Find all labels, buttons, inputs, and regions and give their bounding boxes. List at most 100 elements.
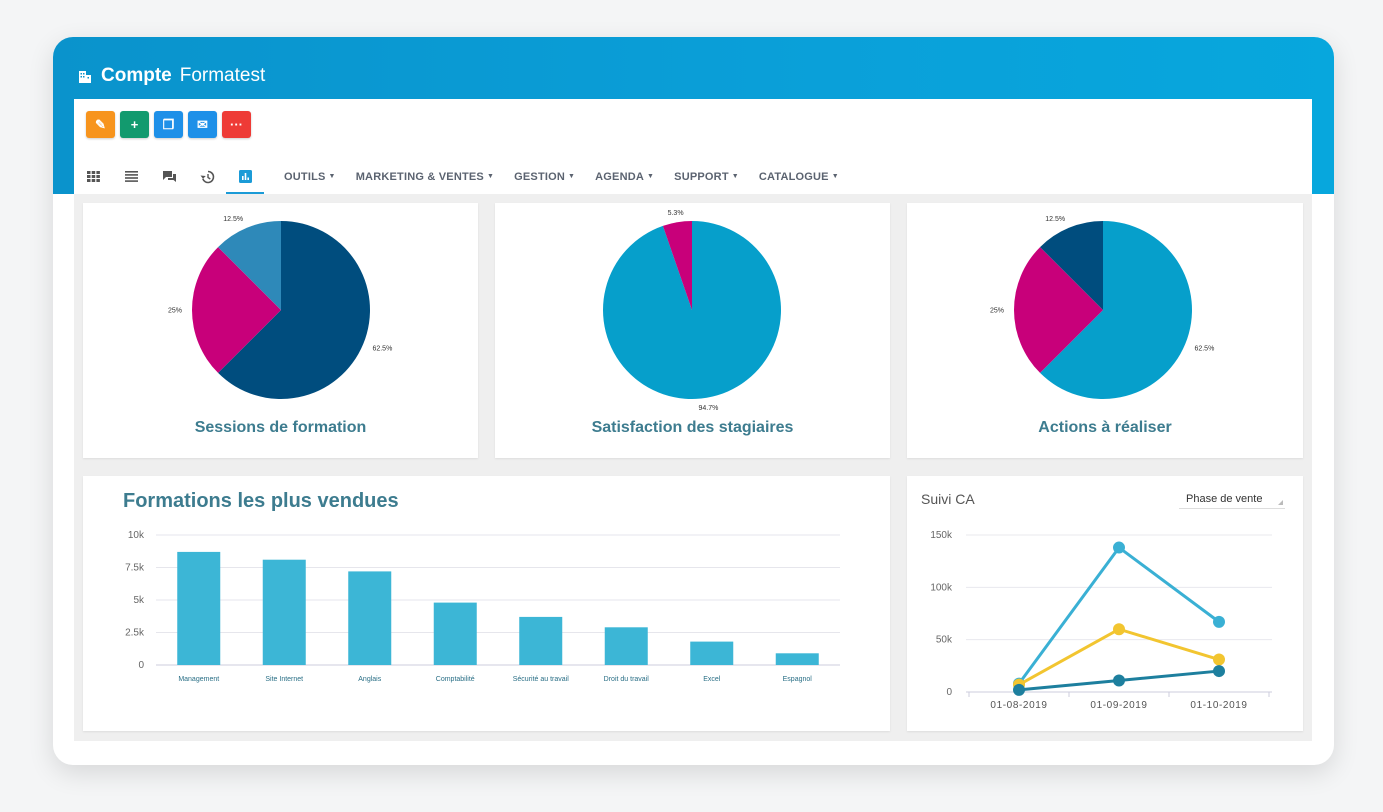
caret-down-icon: ▼	[731, 173, 739, 181]
nav-bar: OUTILS ▼ MARKETING & VENTES ▼ GESTION ▼ AGENDA…	[74, 159, 1312, 194]
envelope-icon: ✉	[197, 116, 208, 132]
email-button[interactable]: ✉	[188, 111, 217, 138]
x-tick-label: 01-09-2019	[1090, 700, 1147, 711]
data-point[interactable]	[1113, 674, 1125, 687]
action-buttons: ✎ + ❐ ✉ ···	[86, 111, 251, 138]
sessions-pie-chart: 62.5% 25% 12.5%	[168, 216, 392, 399]
pie-slice-label: 25%	[990, 308, 1004, 315]
x-tick-label: Comptabilité	[436, 676, 475, 683]
x-tick-label: Sécurité au travail	[513, 676, 569, 683]
pie-slice[interactable]	[1014, 247, 1103, 373]
data-point[interactable]	[1013, 683, 1025, 696]
caret-down-icon: ▼	[831, 173, 839, 181]
x-tick-label: Espagnol	[783, 676, 813, 683]
bar[interactable]	[519, 616, 563, 665]
bar[interactable]	[348, 571, 392, 665]
bar[interactable]	[775, 653, 819, 665]
nav-menu-label: MARKETING & VENTES	[355, 170, 484, 183]
actions-pie-chart: 62.5% 25% 12.5%	[990, 216, 1214, 399]
nav-menu-label: SUPPORT	[674, 170, 729, 183]
satisfaction-card: 94.7% 5.3% Satisfaction des stagiaires	[495, 203, 890, 458]
caret-down-icon: ▼	[328, 173, 336, 181]
caret-down-icon: ▼	[486, 173, 495, 181]
nav-menu-catalogue[interactable]: CATALOGUE ▼	[759, 171, 839, 183]
pie-slice[interactable]	[218, 221, 281, 310]
y-tick-label: 2.5k	[125, 628, 145, 639]
caret-down-icon: ▼	[647, 173, 655, 181]
nav-menu-label: OUTILS	[284, 170, 326, 183]
pie-slice[interactable]	[192, 247, 281, 373]
copy-icon: ❐	[162, 116, 175, 132]
nav-menu-gestion[interactable]: GESTION ▼	[514, 171, 575, 183]
edit-button[interactable]: ✎	[86, 111, 115, 138]
pie-slice[interactable]	[1040, 221, 1103, 310]
copy-button[interactable]: ❐	[154, 111, 183, 138]
data-point[interactable]	[1213, 653, 1225, 666]
y-tick-label: 150k	[930, 530, 953, 541]
x-tick-label: Droit du travail	[604, 676, 650, 683]
pencil-icon: ✎	[95, 116, 106, 132]
y-tick-label: 100k	[930, 582, 953, 593]
nav-menu-label: AGENDA	[595, 170, 645, 183]
pie-slice-label: 5.3%	[668, 210, 684, 217]
select-corner-icon	[1278, 500, 1283, 505]
x-tick-label: Management	[178, 676, 219, 683]
bestsellers-bar-chart: 0 2.5k 5k 7.5k 10k Management Site Internet Ang…	[125, 530, 840, 683]
nav-menu-outils[interactable]: OUTILS ▼	[284, 171, 336, 183]
x-tick-label: 01-10-2019	[1190, 700, 1247, 711]
pie-slice-label: 62.5%	[372, 345, 392, 352]
pie-slice[interactable]	[218, 221, 370, 399]
data-point[interactable]	[1213, 615, 1225, 628]
suivi-ca-title: Suivi CA	[921, 491, 975, 507]
y-tick-label: 5k	[133, 595, 145, 606]
y-tick-label: 0	[138, 660, 144, 671]
actions-card: 62.5% 25% 12.5% Actions à réaliser	[907, 203, 1303, 458]
sessions-card: 62.5% 25% 12.5% Sessions de formation	[83, 203, 478, 458]
add-button[interactable]: +	[120, 111, 149, 138]
pie-slice-label: 12.5%	[223, 216, 243, 223]
phase-select[interactable]: Phase de vente	[1179, 489, 1285, 509]
satisfaction-pie-chart: 94.7% 5.3%	[603, 210, 781, 412]
pie-slice[interactable]	[662, 221, 692, 310]
series-line[interactable]	[1017, 545, 1220, 685]
chat-icon[interactable]	[150, 159, 188, 194]
x-tick-label: 01-08-2019	[990, 700, 1047, 711]
y-tick-label: 10k	[128, 530, 145, 541]
nav-menu-marketing-ventes[interactable]: MARKETING & VENTES ▼	[356, 171, 494, 183]
nav-menu-support[interactable]: SUPPORT ▼	[674, 171, 739, 183]
more-button[interactable]: ···	[222, 111, 251, 138]
plus-icon: +	[130, 117, 139, 132]
data-point[interactable]	[1113, 541, 1125, 554]
data-point[interactable]	[1113, 623, 1125, 636]
bar[interactable]	[262, 559, 306, 665]
suivi-ca-card: Suivi CA Phase de vente 0 50k 100k 150k 01-0…	[907, 476, 1303, 731]
caret-down-icon: ▼	[568, 173, 576, 181]
window-title: Compte Formatest	[77, 63, 265, 89]
bestsellers-title: Formations les plus vendues	[123, 490, 399, 512]
bestsellers-card: Formations les plus vendues 0 2.5k 5k 7.5k 1…	[83, 476, 890, 731]
sessions-title: Sessions de formation	[194, 419, 367, 436]
nav-menu-label: GESTION	[514, 170, 566, 183]
title-label: Compte	[101, 65, 172, 86]
data-point[interactable]	[1213, 665, 1225, 678]
bar[interactable]	[690, 641, 734, 665]
x-tick-label: Site Internet	[265, 676, 303, 683]
account-window: Compte Formatest ✎ + ❐ ✉ ···	[53, 37, 1334, 765]
pie-slice[interactable]	[1040, 221, 1192, 399]
bar-chart-icon[interactable]	[226, 159, 264, 194]
list-icon[interactable]	[112, 159, 150, 194]
y-tick-label: 0	[946, 687, 952, 698]
bar[interactable]	[604, 627, 648, 665]
pie-slice-label: 62.5%	[1194, 345, 1214, 352]
history-icon[interactable]	[188, 159, 226, 194]
pie-slice-label: 25%	[168, 308, 182, 315]
nav-menu-agenda[interactable]: AGENDA ▼	[595, 171, 654, 183]
bar[interactable]	[177, 551, 221, 665]
phase-select-value: Phase de vente	[1186, 493, 1263, 505]
content-area: ✎ + ❐ ✉ ··· OUTILS ▼ MARKETING & VENTES ▼ GESTIO…	[74, 99, 1312, 741]
pie-slice-label: 94.7%	[698, 405, 718, 412]
x-tick-label: Anglais	[358, 676, 381, 683]
actions-title: Actions à réaliser	[1038, 419, 1172, 436]
bar[interactable]	[433, 602, 477, 665]
grid-icon[interactable]	[74, 159, 112, 194]
